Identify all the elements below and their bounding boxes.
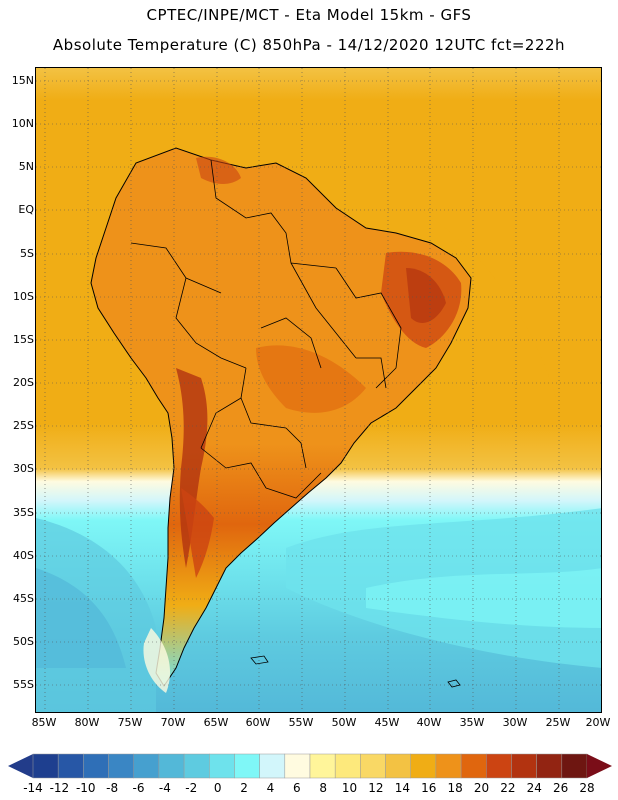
lon-label: 50W [331, 716, 357, 729]
colorbar-swatch [360, 753, 386, 779]
colorbar-tick-label: -2 [185, 781, 198, 795]
lon-label: 20W [585, 716, 611, 729]
colorbar-tick-label: 2 [240, 781, 248, 795]
colorbar-swatch [410, 753, 437, 779]
lat-label: 5N [18, 160, 34, 173]
colorbar-tick-label: 6 [292, 781, 301, 795]
lat-label: 45S [13, 592, 34, 605]
lon-label: 30W [502, 716, 528, 729]
colorbar-tick-label: 22 [500, 781, 516, 795]
lat-label: 25S [13, 419, 34, 432]
colorbar-swatch [32, 753, 59, 779]
lat-label: 50S [13, 635, 34, 648]
graticule [36, 68, 601, 712]
temperature-map [35, 67, 602, 713]
colorbar-tick-label: 26 [552, 781, 569, 795]
colorbar-swatch [511, 753, 537, 779]
lon-label: 35W [459, 716, 485, 729]
colorbar-swatch [536, 753, 563, 779]
colorbar-swatch [133, 753, 160, 779]
colorbar-tick-label: -10 [75, 781, 96, 795]
lon-label: 60W [245, 716, 271, 729]
colorbar-under-arrow [8, 754, 33, 778]
colorbar-swatch [435, 753, 462, 779]
colorbar-swatch [209, 753, 235, 779]
lon-label: 40W [416, 716, 442, 729]
colorbar-swatch [183, 753, 210, 779]
colorbar-tick-label: 4 [266, 781, 275, 795]
colorbar-tick-label: -8 [106, 781, 119, 795]
lat-label: 5S [20, 247, 34, 260]
lon-label: 85W [31, 716, 57, 729]
colorbar-tick-label: 0 [213, 781, 222, 795]
colorbar-tick-label: -6 [132, 781, 145, 795]
lon-label: 45W [374, 716, 400, 729]
lat-label: 35S [13, 506, 34, 519]
colorbar-tick-label: -14 [23, 781, 43, 795]
colorbar-swatch [259, 753, 286, 779]
colorbar-tick-label: 10 [341, 781, 358, 795]
lat-label: 15S [13, 333, 34, 346]
lon-label: 80W [74, 716, 100, 729]
lon-label: 55W [288, 716, 314, 729]
colorbar-swatch [284, 753, 311, 779]
colorbar-swatch [108, 753, 134, 779]
lon-label: 75W [117, 716, 143, 729]
lat-label: EQ [18, 203, 34, 216]
colorbar-swatch [309, 753, 336, 779]
colorbar-tick-label: 24 [526, 781, 542, 795]
colorbar-tick-label: 14 [394, 781, 410, 795]
colorbar-tick-label: 8 [319, 781, 327, 795]
lat-label: 20S [13, 376, 34, 389]
lat-label: 10N [11, 117, 34, 130]
lat-label: 30S [13, 462, 34, 475]
colorbar-over-arrow [587, 754, 612, 778]
colorbar-swatch [486, 753, 512, 779]
lon-label: 65W [203, 716, 229, 729]
title-line-2: Absolute Temperature (C) 850hPa - 14/12/… [52, 36, 566, 54]
colorbar-swatch [158, 753, 185, 779]
colorbar-tick-label: 12 [368, 781, 384, 795]
colorbar-tick-label: 28 [579, 781, 595, 795]
colorbar [8, 753, 612, 779]
colorbar-swatch [334, 753, 361, 779]
lat-label: 10S [13, 290, 34, 303]
colorbar-swatch [385, 753, 411, 779]
lon-label: 70W [160, 716, 186, 729]
colorbar-tick-label: -12 [49, 781, 70, 795]
colorbar-swatch [460, 753, 487, 779]
colorbar-tick-label: 20 [473, 781, 490, 795]
lat-label: 55S [13, 678, 34, 691]
colorbar-swatch [561, 753, 588, 779]
lat-label: 40S [13, 549, 34, 562]
lat-label: 15N [11, 74, 34, 87]
colorbar-tick-label: 18 [447, 781, 463, 795]
colorbar-tick-label: -4 [158, 781, 171, 795]
title-line-1: CPTEC/INPE/MCT - Eta Model 15km - GFS [146, 6, 472, 24]
colorbar-swatch [234, 753, 260, 779]
colorbar-swatch [83, 753, 109, 779]
colorbar-tick-label: 16 [421, 781, 437, 795]
lon-label: 25W [545, 716, 571, 729]
colorbar-swatch [57, 753, 84, 779]
